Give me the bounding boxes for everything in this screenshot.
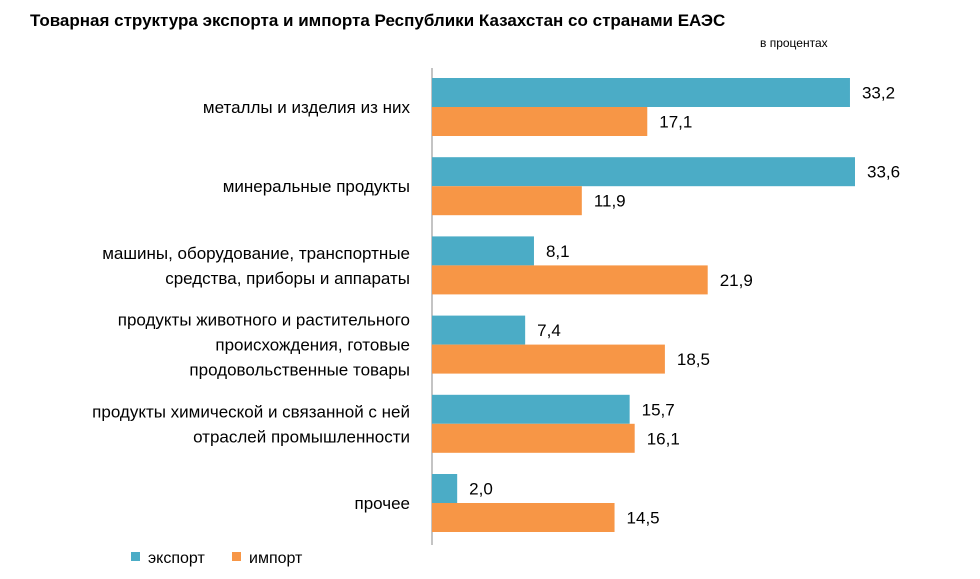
bar-import-3 <box>432 344 665 374</box>
value-label-import-2: 21,9 <box>720 271 753 290</box>
category-label-4: продукты химической и связанной с ней отр… <box>92 402 410 446</box>
bar-export-2 <box>432 236 534 266</box>
value-label-import-1: 11,9 <box>594 192 626 211</box>
value-label-import-0: 17,1 <box>659 113 692 132</box>
category-label-3: продукты животного и растительного происх… <box>118 311 410 380</box>
bar-import-5 <box>432 503 615 532</box>
bar-export-5 <box>432 474 458 503</box>
legend-swatch-export <box>131 552 140 561</box>
bar-export-1 <box>432 157 855 187</box>
category-label-0: металлы и изделия из них <box>203 98 411 117</box>
value-label-export-1: 33,6 <box>867 163 900 182</box>
value-label-export-3: 7,4 <box>537 321 561 340</box>
unit-label: в процентах <box>760 36 828 50</box>
value-label-import-3: 18,5 <box>677 350 710 369</box>
category-label-2: машины, оборудование, транспортные средст… <box>102 244 410 288</box>
value-label-export-5: 2,0 <box>469 480 493 499</box>
category-label-1: минеральные продукты <box>223 177 410 196</box>
value-label-export-4: 15,7 <box>642 400 675 419</box>
legend-label-import: импорт <box>249 550 303 567</box>
bar-import-0 <box>432 107 648 136</box>
bar-import-1 <box>432 186 582 216</box>
bar-export-4 <box>432 394 630 424</box>
value-label-import-5: 14,5 <box>627 509 660 528</box>
chart-title: Товарная структура экспорта и импорта Ре… <box>30 11 725 30</box>
value-label-import-4: 16,1 <box>647 429 680 448</box>
bar-export-3 <box>432 315 526 345</box>
value-label-export-0: 33,2 <box>862 84 895 103</box>
category-label-5: прочее <box>354 494 410 513</box>
bars-group: 33,2 17,1 33,6 11,9 8,1 21,9 7,4 18,5 15,7 16,1 2,… <box>432 78 900 532</box>
bar-import-4 <box>432 423 635 453</box>
bar-import-2 <box>432 265 708 295</box>
value-label-export-2: 8,1 <box>546 242 570 261</box>
legend-label-export: экспорт <box>148 550 205 567</box>
bar-export-0 <box>432 78 850 107</box>
legend-swatch-import <box>232 552 241 561</box>
legend: экспорт импорт <box>131 550 303 567</box>
category-labels: металлы и изделия из них минеральные прод… <box>92 98 410 513</box>
